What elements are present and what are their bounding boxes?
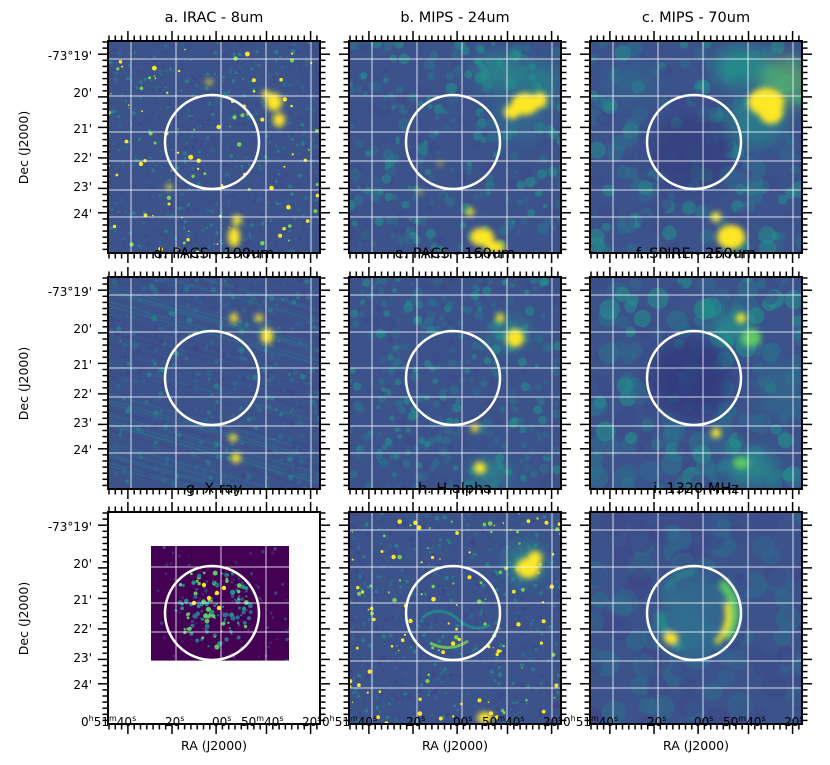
dec-tick-label: 24': [73, 678, 92, 692]
panel-title: g. X-ray: [185, 481, 243, 497]
ra-tick-label: 20s: [647, 714, 667, 729]
sky-image: [591, 513, 801, 723]
x-axis-label: RA (J2000): [663, 738, 729, 753]
ra-tick-label: 20s: [543, 714, 563, 729]
sky-image: [350, 513, 560, 723]
y-axis-label: Dec (J2000): [16, 110, 32, 185]
panel-title: c. MIPS - 70um: [641, 10, 751, 26]
ra-tick-label: 20s: [784, 714, 804, 729]
sky-image: [109, 42, 319, 252]
sky-image: [350, 278, 560, 488]
panel-title: d. PACS - 100um: [153, 246, 275, 262]
image-frame: [348, 511, 562, 725]
dec-tick-label: 20': [73, 557, 92, 571]
dec-tick-label: 21': [73, 122, 92, 136]
ra-tick-label: 50m40s: [241, 714, 284, 729]
ra-tick-label: 0h51m40s: [81, 714, 137, 729]
ra-tick-label: 20s: [302, 714, 322, 729]
panel-mips-70um: c. MIPS - 70um: [580, 10, 812, 263]
image-frame: [589, 511, 803, 725]
ra-tick-label: 50m40s: [723, 714, 766, 729]
x-axis-label: RA (J2000): [181, 738, 247, 753]
sky-image: [591, 278, 801, 488]
panel-title: a. IRAC - 8um: [164, 10, 264, 26]
dec-tick-label: 21': [73, 358, 92, 372]
dec-tick-label: 21': [73, 593, 92, 607]
ra-tick-label: 0h51m40s: [322, 714, 378, 729]
image-frame: [107, 511, 321, 725]
panel-1320mhz: i. 1320 MHz: [580, 481, 812, 734]
ra-tick-label: 00s: [212, 714, 232, 729]
image-frame: [107, 40, 321, 254]
sky-image: [109, 278, 319, 488]
y-axis-label: Dec (J2000): [16, 346, 32, 421]
dec-tick-label: 24': [73, 443, 92, 457]
dec-tick-label: 23': [73, 180, 92, 194]
sky-image: [350, 42, 560, 252]
panel-title: i. 1320 MHz: [653, 481, 739, 497]
dec-tick-label: 22': [73, 622, 92, 636]
x-axis-label: RA (J2000): [422, 738, 488, 753]
dec-tick-label: 20': [73, 86, 92, 100]
panel-title: f. SPIRE - 250um: [635, 246, 757, 262]
panel-title: b. MIPS - 24um: [400, 10, 510, 26]
y-axis-label: Dec (J2000): [16, 581, 32, 656]
dec-tick-label: -73°19': [47, 285, 92, 299]
ra-tick-label: 00s: [694, 714, 714, 729]
ra-tick-label: 20s: [406, 714, 426, 729]
panel-xray: g. X-ray: [98, 481, 330, 734]
dec-tick-label: 22': [73, 151, 92, 165]
ra-tick-label: 20s: [165, 714, 185, 729]
image-frame: [348, 276, 562, 490]
image-frame: [107, 276, 321, 490]
ra-tick-label: 00s: [453, 714, 473, 729]
sky-image: [591, 42, 801, 252]
ra-tick-label: 50m40s: [482, 714, 525, 729]
panel-mips-24um: b. MIPS - 24um: [339, 10, 571, 263]
panel-spire-250um: f. SPIRE - 250um: [580, 246, 812, 499]
image-frame: [589, 40, 803, 254]
image-frame: [348, 40, 562, 254]
dec-tick-label: -73°19': [47, 520, 92, 534]
panel-irac-8um: a. IRAC - 8um: [98, 10, 330, 263]
panel-pacs-100um: d. PACS - 100um: [98, 246, 330, 499]
panel-pacs-160um: e. PACS - 160um: [339, 246, 571, 499]
dec-tick-label: 22': [73, 387, 92, 401]
panel-title: e. PACS - 160um: [394, 246, 516, 262]
dec-tick-label: 23': [73, 651, 92, 665]
panel-h-alpha: h. H alpha: [339, 481, 571, 734]
sky-image: [109, 513, 319, 723]
dec-tick-label: 24': [73, 207, 92, 221]
dec-tick-label: 23': [73, 416, 92, 430]
ra-tick-label: 0h51m40s: [563, 714, 619, 729]
image-frame: [589, 276, 803, 490]
dec-tick-label: 20': [73, 322, 92, 336]
dec-tick-label: -73°19': [47, 49, 92, 63]
panel-title: h. H alpha: [417, 481, 493, 497]
